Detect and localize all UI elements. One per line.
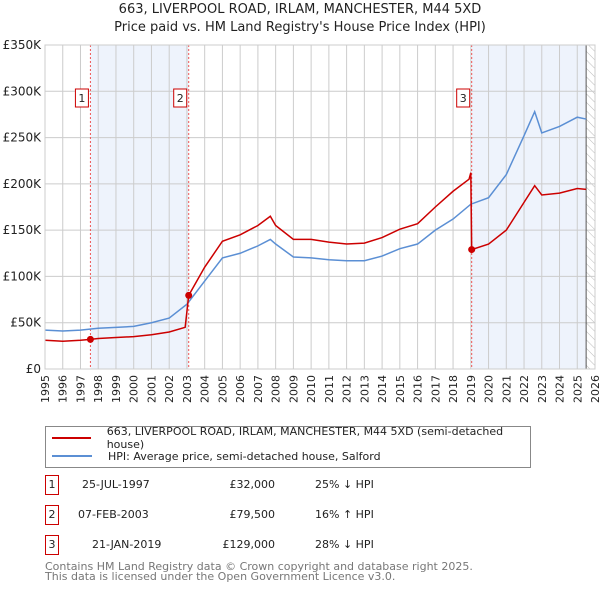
- sale-label: 3: [460, 92, 467, 105]
- x-tick-label: 2019: [465, 375, 478, 403]
- x-tick-label: 2022: [518, 375, 531, 403]
- x-tick-label: 2005: [216, 375, 229, 403]
- sale-marker-badge: 3: [45, 535, 59, 555]
- x-tick-label: 2018: [447, 375, 460, 403]
- chart-title: 663, LIVERPOOL ROAD, IRLAM, MANCHESTER, …: [118, 2, 482, 17]
- x-tick-label: 1996: [57, 375, 70, 403]
- x-tick-label: 1997: [74, 375, 87, 403]
- sale-label: 1: [78, 92, 85, 105]
- y-tick-label: £100K: [3, 269, 43, 283]
- x-tick-label: 2012: [341, 375, 354, 403]
- forecast-hatch: [586, 45, 595, 369]
- sale-point: [86, 335, 94, 343]
- x-tick-label: 2006: [234, 375, 247, 403]
- x-tick-label: 1995: [39, 375, 52, 403]
- price-paid-line: [44, 172, 587, 342]
- x-tick-label: 2000: [128, 375, 141, 403]
- x-tick-label: 2013: [358, 375, 371, 403]
- y-tick-label: £250K: [3, 131, 43, 145]
- x-tick-label: 2002: [163, 375, 176, 403]
- chart-subtitle: Price paid vs. HM Land Registry's House …: [114, 20, 486, 35]
- x-tick-label: 2016: [412, 375, 425, 403]
- x-tick-label: 2023: [536, 375, 549, 403]
- sale-row-1: 1 25-JUL-1997 £32,000 25% ↓ HPI: [45, 475, 445, 495]
- hpi-line: [44, 109, 587, 332]
- x-tick-label: 2009: [287, 375, 300, 403]
- x-tick-label: 2004: [199, 375, 212, 403]
- x-tick-label: 2014: [376, 375, 389, 403]
- x-tick-label: 2001: [145, 375, 158, 403]
- x-tick-label: 1999: [110, 375, 123, 403]
- y-tick-label: £150K: [3, 223, 43, 237]
- footer-copyright: Contains HM Land Registry data © Crown c…: [45, 560, 473, 573]
- x-tick-label: 1998: [92, 375, 105, 403]
- x-tick-label: 2026: [589, 375, 600, 403]
- sale-row-2: 2 07-FEB-2003 £79,500 16% ↑ HPI: [45, 505, 445, 525]
- sale-price: £129,000: [222, 538, 276, 551]
- x-tick-label: 2008: [270, 375, 283, 403]
- legend-swatch-blue: [52, 455, 92, 457]
- x-tick-label: 2007: [252, 375, 265, 403]
- x-tick-label: 2010: [305, 375, 318, 403]
- shaded-period: [471, 45, 587, 369]
- plot-frame: [44, 44, 596, 370]
- sale-marker-badge: 2: [45, 505, 59, 525]
- sale-hpi: 28% ↓ HPI: [315, 538, 374, 551]
- x-tick-label: 2011: [323, 375, 336, 403]
- x-tick-label: 2025: [571, 375, 584, 403]
- footer-licence: This data is licensed under the Open Gov…: [45, 570, 396, 583]
- legend-swatch-red: [52, 437, 91, 439]
- sale-price: £32,000: [229, 478, 276, 491]
- legend-label: HPI: Average price, semi-detached house,…: [108, 449, 381, 463]
- sale-hpi: 16% ↑ HPI: [315, 508, 374, 521]
- legend-item-property: 663, LIVERPOOL ROAD, IRLAM, MANCHESTER, …: [52, 425, 530, 451]
- legend-item-hpi: HPI: Average price, semi-detached house,…: [52, 448, 381, 464]
- sale-label-box: [74, 88, 89, 108]
- sale-date: 25-JUL-1997: [82, 478, 150, 491]
- y-tick-label: £350K: [3, 38, 43, 52]
- sale-row-3: 3 21-JAN-2019 £129,000 28% ↓ HPI: [45, 535, 445, 555]
- x-tick-label: 2003: [181, 375, 194, 403]
- x-tick-label: 2021: [500, 375, 513, 403]
- x-tick-label: 2024: [554, 375, 567, 403]
- y-tick-label: £300K: [3, 84, 43, 98]
- x-tick-label: 2017: [429, 375, 442, 403]
- y-tick-label: £0: [26, 362, 41, 376]
- x-tick-label: 2020: [483, 375, 496, 403]
- sale-hpi: 25% ↓ HPI: [315, 478, 374, 491]
- sale-date: 07-FEB-2003: [78, 508, 149, 521]
- y-tick-label: £200K: [3, 177, 43, 191]
- legend: 663, LIVERPOOL ROAD, IRLAM, MANCHESTER, …: [45, 425, 531, 468]
- sale-label-box: [173, 88, 188, 108]
- legend-label: 663, LIVERPOOL ROAD, IRLAM, MANCHESTER, …: [106, 425, 504, 451]
- sale-point: [468, 246, 476, 254]
- sale-label-box: [456, 88, 471, 108]
- x-tick-label: 2015: [394, 375, 407, 403]
- sale-date: 21-JAN-2019: [92, 538, 162, 551]
- sale-marker-badge: 1: [45, 475, 59, 495]
- plot-area: 1995 1996 1997 1998 1999 2000 2001 2002 2003 2004…: [3, 38, 600, 403]
- sale-point: [185, 291, 193, 299]
- y-tick-label: £50K: [10, 316, 42, 330]
- sale-label: 2: [177, 92, 184, 105]
- sale-price: £79,500: [229, 508, 276, 521]
